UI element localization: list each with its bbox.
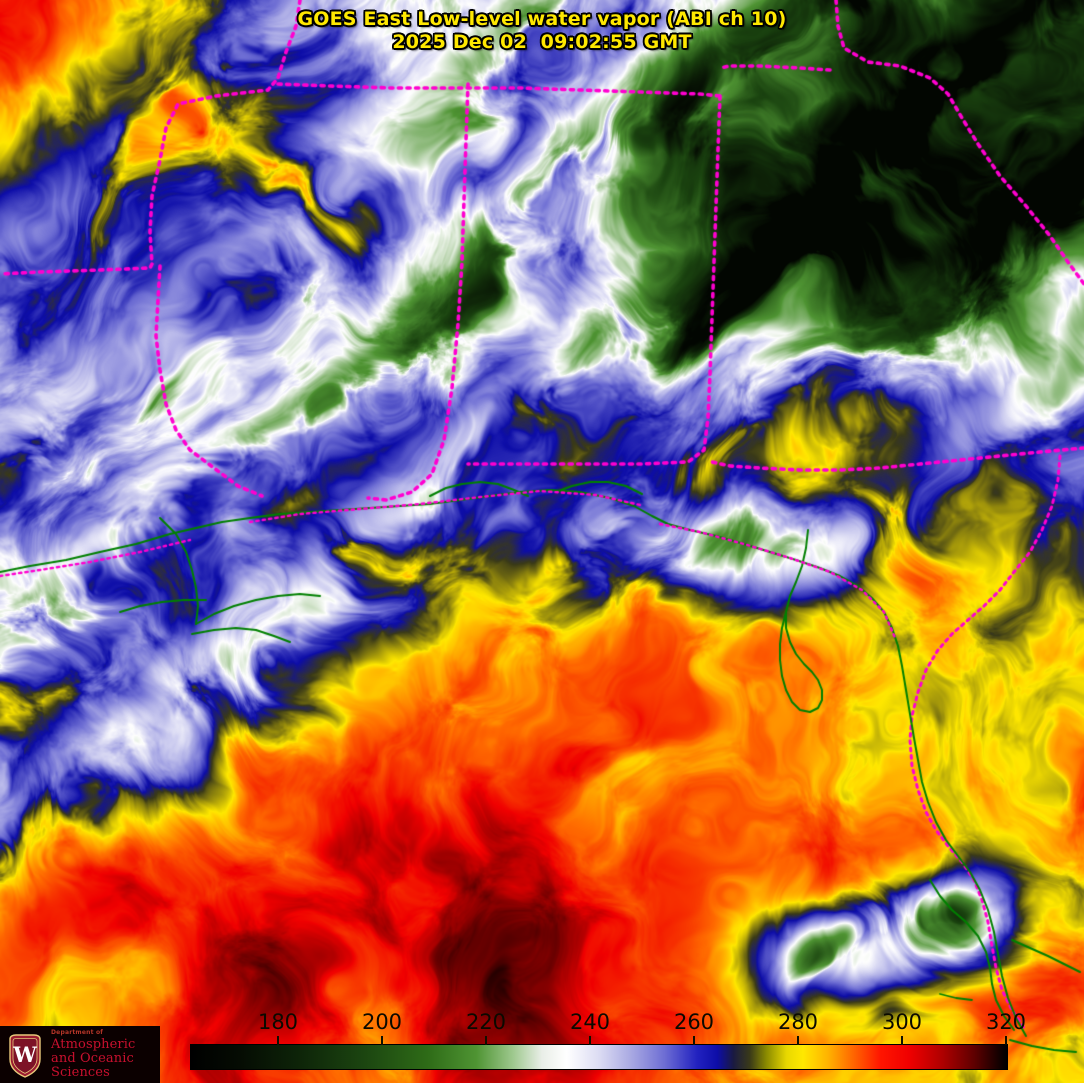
logo-line-atmospheric: Atmospheric bbox=[51, 1036, 136, 1052]
logo-text-block: Department of Atmospheric and Oceanic Sc… bbox=[51, 1028, 160, 1080]
logo-line-oceanic: and Oceanic Sciences bbox=[51, 1050, 134, 1080]
uw-aos-logo: W Department of Atmospheric and Oceanic … bbox=[0, 1026, 160, 1083]
uw-crest-icon: W bbox=[5, 1031, 45, 1079]
logo-department-label: Department of bbox=[51, 1028, 104, 1036]
crest-letter: W bbox=[12, 1042, 37, 1067]
